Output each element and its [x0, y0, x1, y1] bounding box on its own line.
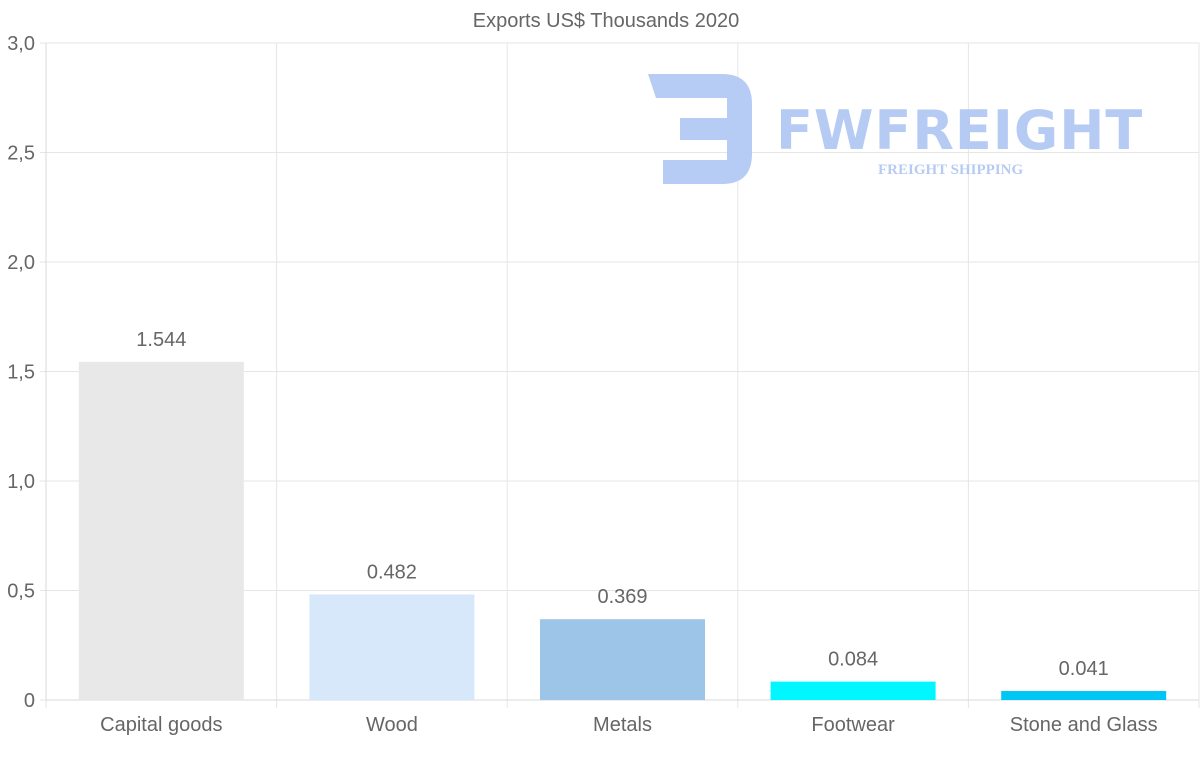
x-tick-label: Capital goods	[100, 714, 222, 736]
bars	[78, 361, 1167, 700]
bar	[78, 361, 244, 700]
data-labels: 1.544 0.482 0.369 0.084 0.041	[136, 329, 1108, 680]
y-tick-label: 2,0	[7, 252, 35, 274]
data-label: 1.544	[136, 329, 186, 351]
data-label: 0.084	[828, 649, 878, 671]
data-label: 0.369	[597, 586, 647, 608]
watermark-name: FWFREIGHT	[776, 99, 1143, 162]
y-tick-label: 1,0	[7, 471, 35, 493]
bar	[1001, 691, 1167, 700]
x-tick-label: Wood	[366, 714, 418, 736]
data-label: 0.041	[1059, 658, 1109, 680]
x-tick-label: Footwear	[811, 714, 895, 736]
data-label: 0.482	[367, 561, 417, 583]
x-tick-label: Stone and Glass	[1010, 714, 1158, 736]
x-tick-label: Metals	[593, 714, 652, 736]
fwfreight-watermark: FWFREIGHT FREIGHT SHIPPING	[648, 74, 1143, 184]
y-axis-ticks: 0 0,5 1,0 1,5 2,0 2,5 3,0	[7, 33, 35, 712]
x-axis-ticks: Capital goods Wood Metals Footwear Stone and…	[100, 714, 1157, 736]
chart-title: Exports US$ Thousands 2020	[473, 10, 739, 32]
watermark-tagline: FREIGHT SHIPPING	[878, 162, 1023, 178]
y-tick-label: 2,5	[7, 143, 35, 165]
y-tick-label: 0	[24, 690, 35, 712]
y-tick-label: 3,0	[7, 33, 35, 55]
bar	[540, 619, 705, 700]
y-tick-label: 0,5	[7, 581, 35, 603]
y-tick-label: 1,5	[7, 362, 35, 384]
bar	[770, 681, 936, 700]
fwfreight-logo-icon	[648, 74, 752, 184]
bar	[309, 594, 475, 700]
